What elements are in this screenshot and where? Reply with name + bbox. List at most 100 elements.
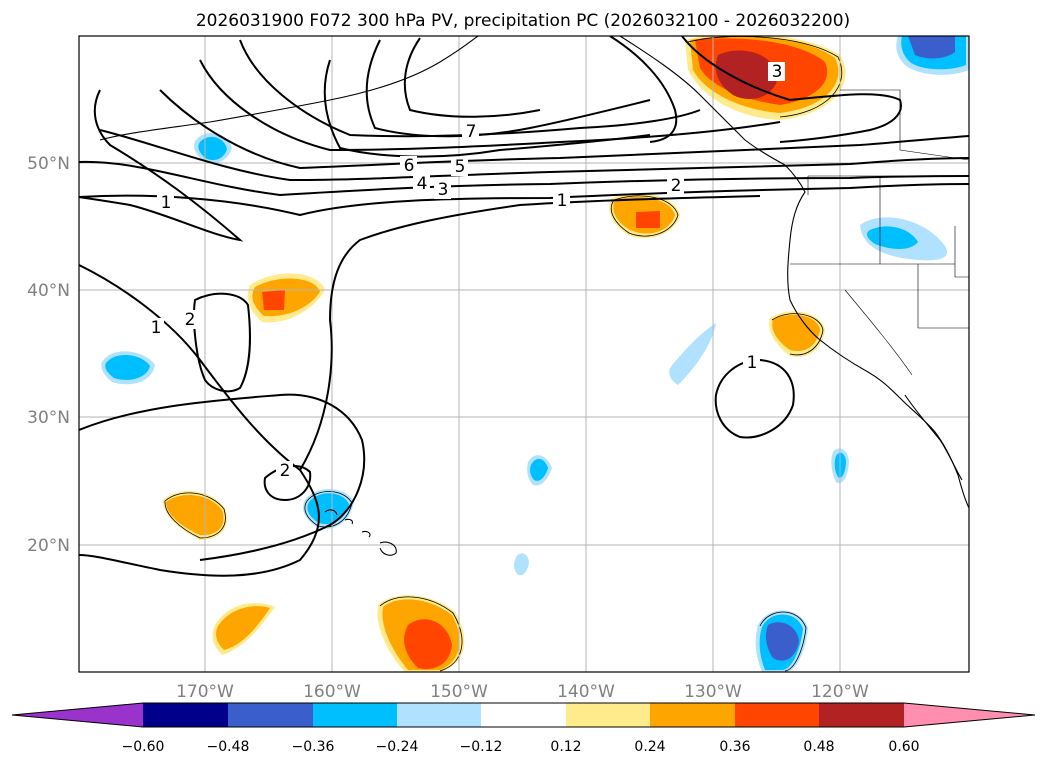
colorbar-tick-label: 0.24 [634, 739, 665, 755]
colorbar-segment [12, 703, 143, 727]
colorbar-ticks: −0.60 −0.48 −0.36 −0.24 −0.12 0.12 0.24 … [122, 739, 920, 755]
precip-outline [759, 611, 807, 672]
pv-label-bg [276, 461, 293, 480]
pv-label-bg [157, 193, 174, 212]
precip-blob [669, 323, 716, 385]
lon-label: 140°W [557, 682, 615, 702]
pv-label: 6 [404, 156, 415, 176]
colorbar-segment [904, 703, 1035, 727]
north-america-coast [619, 36, 969, 509]
colorbar-tick-label: −0.60 [122, 739, 165, 755]
lat-label: 40°N [27, 281, 70, 301]
longitude-labels: 170°W 160°W 150°W 140°W 130°W 120°W [176, 682, 869, 702]
lon-label: 160°W [303, 682, 361, 702]
precip-blob [216, 606, 270, 650]
pv-label-bg [451, 157, 468, 176]
pv-label: 2 [280, 461, 291, 481]
precip-blob [772, 314, 820, 352]
lon-label: 130°W [684, 682, 742, 702]
pv-contour-labels: 1 1 1 1 2 2 2 3 3 4 5 6 7 [147, 62, 785, 481]
pv-label-bg [553, 190, 570, 209]
colorbar-outline [11, 702, 1036, 728]
pv-label: 7 [466, 122, 477, 142]
pv-contour-11 [79, 264, 320, 577]
alaska-coast [99, 36, 479, 141]
figure-title: 2026031900 F072 300 hPa PV, precipitatio… [196, 11, 850, 31]
precip-blob [715, 50, 778, 99]
pv-contour-5 [199, 59, 781, 152]
pv-label: 5 [455, 157, 466, 177]
map-content: 1 1 1 1 2 2 2 3 3 4 5 6 7 [79, 36, 969, 672]
latitude-labels: 50°N 40°N 30°N 20°N [27, 154, 70, 556]
precip-outline [304, 491, 353, 528]
colorbar-segment [481, 703, 566, 727]
coastlines [99, 36, 969, 556]
pv-label-bg [181, 310, 198, 329]
pv-label-bg [400, 156, 417, 175]
lon-label: 170°W [176, 682, 234, 702]
colorbar-segment [228, 703, 313, 727]
lat-label: 20°N [27, 536, 70, 556]
pv-contour-12 [79, 393, 366, 561]
precip-blob [908, 36, 955, 59]
precip-blob [166, 495, 224, 536]
pv-label: 2 [671, 176, 682, 196]
pv-label-bg [667, 176, 684, 195]
colorbar-tick-label: −0.24 [376, 739, 419, 755]
pv-contour-16 [714, 358, 795, 439]
pv-contour-4 [159, 89, 969, 170]
pv-contour-9 [403, 37, 541, 118]
pv-contour-18 [609, 36, 678, 143]
pv-label: 1 [161, 193, 172, 213]
lat-label: 30°N [27, 408, 70, 428]
precip-blob [105, 354, 150, 380]
precip-blob [636, 211, 660, 228]
pv-label: 1 [557, 191, 568, 211]
hawaii-islands [324, 509, 397, 556]
precip-outline [379, 596, 463, 672]
colorbar-segment [143, 703, 228, 727]
precip-blob [765, 622, 799, 661]
pv-label-bg [413, 174, 430, 193]
pv-contour-7 [323, 59, 651, 158]
border-line [917, 264, 969, 329]
border-line [844, 289, 913, 376]
colorbar-segment [313, 703, 397, 727]
colorbar-segment [819, 703, 904, 727]
precip-outline [164, 492, 226, 539]
colorbar-tick-label: −0.48 [207, 739, 250, 755]
colorbar-segment [650, 703, 735, 727]
colorbar-tick-label: 0.12 [550, 739, 581, 755]
pv-label: 4 [417, 174, 428, 194]
precip-blob [198, 136, 227, 161]
precip-outline [687, 36, 843, 118]
colorbar-tick-label: −0.36 [292, 739, 335, 755]
colorbar-segment [735, 703, 819, 727]
pv-label: 3 [772, 62, 783, 82]
colorbar-segment [566, 703, 650, 727]
precip-blob [513, 553, 529, 576]
pv-contour-17 [681, 36, 902, 143]
border-line [954, 226, 969, 278]
baja-coast [904, 394, 963, 481]
pv-label-bg [768, 62, 785, 81]
pv-label: 1 [151, 318, 162, 338]
pv-label-bg [434, 180, 451, 199]
colorbar-tick-label: 0.48 [803, 739, 834, 755]
colorbar-segment [397, 703, 481, 727]
pv-contour-2 [79, 160, 969, 197]
colorbar-tick-label: 0.60 [888, 739, 919, 755]
border-line [840, 89, 969, 161]
lon-label: 120°W [811, 682, 869, 702]
precip-outline [771, 313, 824, 356]
precip-outlines [164, 36, 843, 672]
lat-label: 50°N [27, 154, 70, 174]
colorbar-tick-label: −0.12 [460, 739, 503, 755]
pv-label: 1 [747, 353, 758, 373]
pv-label-bg [147, 318, 164, 337]
map-frame [78, 35, 970, 673]
lon-label: 150°W [430, 682, 488, 702]
pv-contour-3 [99, 129, 969, 182]
pv-contours [79, 36, 969, 577]
